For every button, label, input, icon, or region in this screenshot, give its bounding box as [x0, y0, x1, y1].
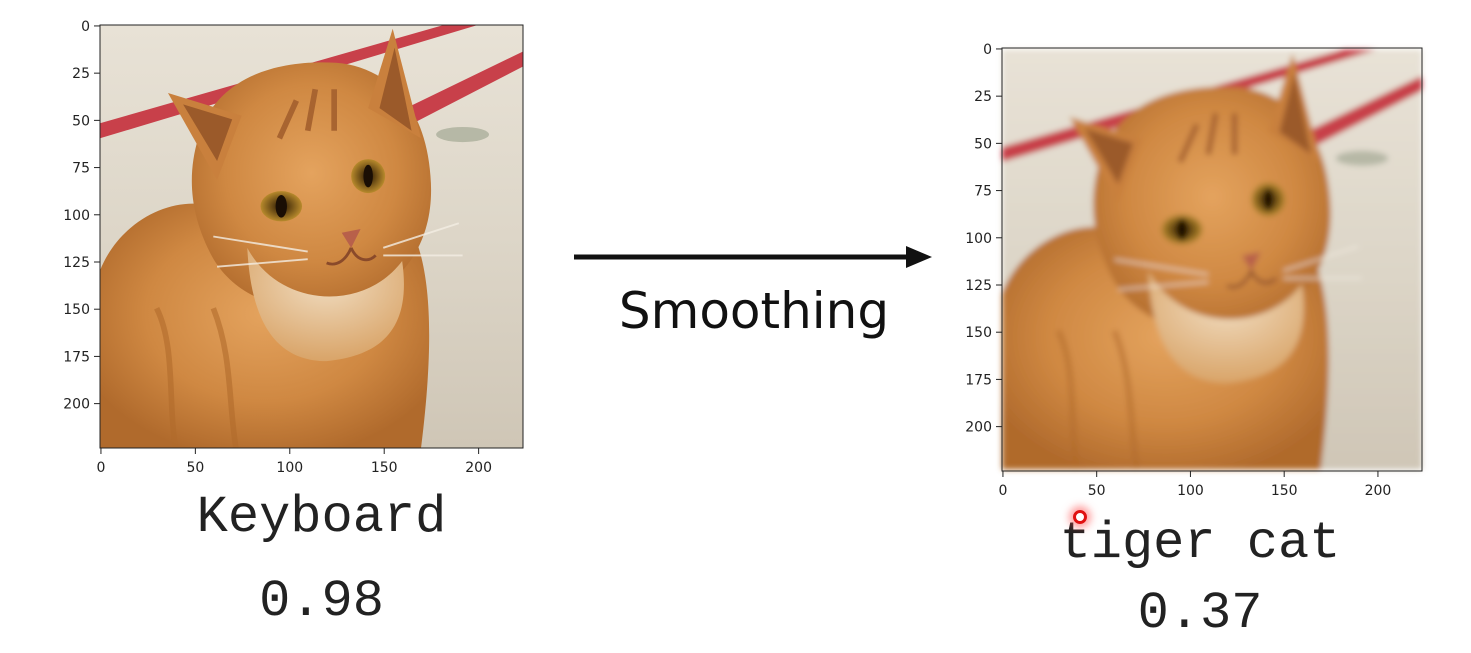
left-cat-image	[100, 25, 523, 448]
right-x-axis: 0 50 100 150 200	[998, 471, 1391, 499]
right-y-tick-label: 75	[974, 184, 992, 200]
right-y-tick-label: 100	[965, 231, 992, 247]
right-prediction-label: tiger cat	[1059, 514, 1341, 573]
right-y-tick-label: 25	[974, 89, 992, 105]
right-x-tick-label: 0	[998, 483, 1007, 499]
right-y-tick-label: 0	[983, 42, 992, 58]
left-y-tick-label: 50	[72, 113, 90, 129]
left-x-tick-label: 0	[96, 460, 105, 476]
left-x-tick-label: 200	[465, 460, 492, 476]
left-y-tick-label: 25	[72, 66, 90, 82]
right-cat-image-smoothed	[1002, 50, 1422, 470]
left-y-axis: 0 25 50 75 100 125 150 175 200	[63, 19, 100, 413]
right-y-tick-label: 175	[965, 372, 992, 388]
right-x-tick-label: 200	[1365, 483, 1392, 499]
left-x-tick-label: 150	[371, 460, 398, 476]
cursor-pointer-icon	[1073, 510, 1087, 524]
left-y-tick-label: 75	[72, 161, 90, 177]
smoothing-label: Smoothing	[618, 282, 890, 340]
right-y-axis: 0 25 50 75 100 125 150 175 200	[965, 42, 1002, 436]
left-y-tick-label: 0	[81, 19, 90, 35]
right-y-tick-label: 50	[974, 136, 992, 152]
left-y-tick-label: 200	[63, 397, 90, 413]
left-y-tick-label: 175	[63, 349, 90, 365]
smoothing-arrow	[574, 246, 932, 268]
right-y-tick-label: 125	[965, 278, 992, 294]
right-y-tick-label: 150	[965, 325, 992, 341]
arrow-head	[906, 246, 932, 268]
right-prediction-score: 0.37	[1137, 584, 1263, 643]
left-prediction-label: Keyboard	[196, 488, 447, 547]
left-y-tick-label: 125	[63, 255, 90, 271]
left-x-axis: 0 50 100 150 200	[96, 448, 492, 476]
right-x-tick-label: 50	[1088, 483, 1106, 499]
left-y-tick-label: 100	[63, 208, 90, 224]
left-image-plot: 0 25 50 75 100 125 150 175 200 0 50 100 150 200	[63, 19, 524, 476]
right-image-plot: 0 25 50 75 100 125 150 175 200 0 50 100 150 200	[965, 42, 1423, 499]
right-x-tick-label: 150	[1271, 483, 1298, 499]
right-x-tick-label: 100	[1177, 483, 1204, 499]
left-x-tick-label: 50	[186, 460, 204, 476]
left-x-tick-label: 100	[276, 460, 303, 476]
left-prediction-score: 0.98	[259, 572, 384, 631]
right-y-tick-label: 200	[965, 420, 992, 436]
right-plot-frame	[1001, 47, 1423, 472]
left-y-tick-label: 150	[63, 302, 90, 318]
left-plot-frame	[99, 24, 524, 449]
